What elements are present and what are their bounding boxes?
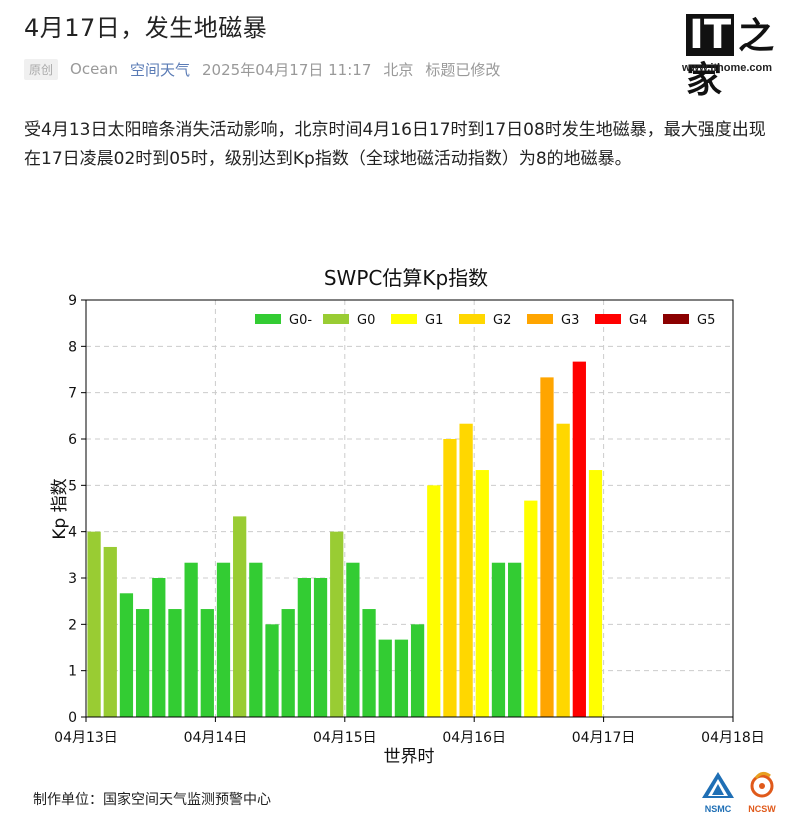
kp-bar (216, 562, 231, 717)
x-tick-label: 04月13日 (54, 730, 118, 746)
legend-label: G0- (289, 313, 312, 328)
kp-bar (427, 485, 441, 717)
kp-bar (524, 500, 538, 717)
legend-label: G2 (493, 313, 511, 328)
kp-bar (119, 593, 134, 717)
logo-it-text: IT (686, 14, 735, 56)
publish-location: 北京 (383, 60, 414, 79)
ncsw-logo: NCSW (742, 770, 782, 814)
original-badge: 原创 (24, 58, 59, 80)
y-tick-label: 6 (68, 432, 77, 448)
legend-label: G1 (425, 313, 443, 328)
ncsw-label: NCSW (748, 804, 776, 814)
kp-bar (200, 609, 214, 717)
ithome-logo[interactable]: IT 之家 www.ithome.com (682, 14, 782, 101)
x-tick-label: 04月16日 (442, 730, 506, 746)
y-tick-label: 7 (68, 386, 77, 402)
plot-frame (85, 299, 734, 718)
plot-area (86, 300, 733, 717)
kp-bar (265, 624, 279, 717)
kp-bar (346, 562, 360, 717)
kp-bar (168, 609, 182, 717)
chart-title: SWPC估算Kp指数 (324, 266, 488, 290)
x-tick-label: 04月15日 (313, 730, 377, 746)
kp-bar (459, 423, 473, 717)
kp-bar (572, 361, 586, 717)
y-tick-label: 3 (68, 571, 77, 587)
source-link[interactable]: 空间天气 (130, 60, 191, 79)
y-tick-label: 4 (68, 525, 77, 541)
kp-chart: 0 1 2 3 4 5 6 7 8 9 04月13日 04月14日 04月15日 04月16日 04月17日… (0, 250, 802, 833)
kp-chart-svg: 0 1 2 3 4 5 6 7 8 9 04月13日 04月14日 04月15日 04月16日 04月17日… (50, 266, 765, 767)
kp-bar (362, 609, 376, 717)
legend-swatch (391, 314, 417, 324)
kp-bar (87, 531, 101, 717)
kp-bar (313, 578, 328, 717)
legend-swatch (459, 314, 485, 324)
kp-bar (540, 377, 554, 717)
kp-bar (103, 546, 117, 717)
kp-bar (394, 639, 409, 717)
legend-swatch (595, 314, 621, 324)
legend-label: G0 (357, 313, 375, 328)
kp-bar (135, 609, 150, 717)
article-meta: 原创 Ocean 空间天气 2025年04月17日 11:17 北京 标题已修改 (24, 58, 512, 80)
kp-bar (249, 562, 263, 717)
nsmc-emblem-icon (702, 772, 734, 798)
x-tick-label: 04月17日 (572, 730, 636, 746)
legend-label: G3 (561, 313, 579, 328)
article-body: 受4月13日太阳暗条消失活动影响，北京时间4月16日17时到17日08时发生地磁… (24, 120, 766, 169)
production-credit: 制作单位：国家空间天气监测预警中心 (33, 792, 271, 808)
kp-bar (281, 609, 295, 717)
legend-label: G5 (697, 313, 715, 328)
x-tick-label: 04月14日 (184, 730, 248, 746)
logo-url: www.ithome.com (682, 62, 773, 74)
edited-note: 标题已修改 (425, 60, 501, 79)
legend-swatch (255, 314, 281, 324)
legend-swatch (663, 314, 689, 324)
chart-ylabel: Kp 指数 (50, 478, 70, 539)
y-tick-label: 5 (68, 478, 77, 494)
publish-datetime: 2025年04月17日 11:17 (202, 60, 372, 79)
y-tick-label: 8 (68, 339, 77, 355)
article-title: 4月17日，发生地磁暴 (24, 14, 268, 42)
ncsw-emblem-icon (750, 771, 774, 798)
nsmc-logo: NSMC (698, 770, 738, 814)
author-name[interactable]: Ocean (70, 60, 118, 78)
legend-swatch (323, 314, 349, 324)
ithome-logo-mark: IT 之家 (686, 14, 780, 101)
legend-swatch (527, 314, 553, 324)
kp-bar (588, 470, 603, 717)
kp-bar (152, 578, 166, 717)
logo-zhi-text: 之家 (686, 16, 775, 101)
y-tick-label: 0 (68, 710, 77, 726)
nsmc-label: NSMC (704, 804, 732, 814)
kp-bar (491, 562, 506, 717)
kp-bar (184, 562, 198, 717)
y-tick-label: 1 (68, 664, 77, 680)
kp-bar (508, 562, 522, 717)
kp-bar (378, 639, 392, 717)
x-tick-label: 04月18日 (701, 730, 765, 746)
y-tick-label: 2 (68, 617, 77, 633)
y-tick-label: 9 (68, 293, 77, 309)
kp-bar (233, 516, 247, 717)
kp-bar (443, 439, 457, 717)
kp-bar (475, 470, 489, 717)
kp-bar (556, 423, 570, 717)
legend-label: G4 (629, 313, 647, 328)
chart-legend: G0- G0 G1 G2 G3 G4 G5 (255, 313, 715, 328)
kp-bar (410, 624, 425, 717)
kp-bar (330, 531, 344, 717)
kp-bar (297, 578, 311, 717)
chart-xlabel: 世界时 (384, 747, 435, 767)
